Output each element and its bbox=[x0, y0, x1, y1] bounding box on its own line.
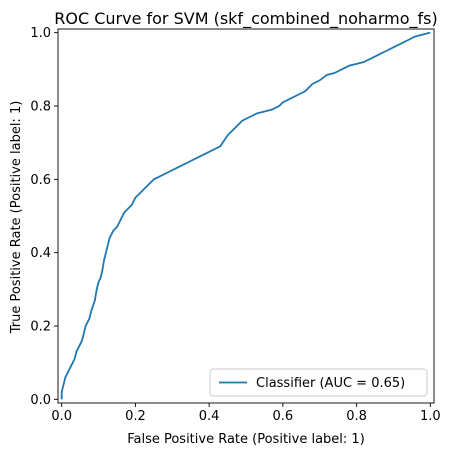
x-axis-ticks: 0.0 0.2 0.4 0.6 0.8 1.0 bbox=[51, 403, 441, 424]
roc-curve-line-0 bbox=[60, 31, 431, 400]
legend-entry-label: Classifier (AUC = 0.65) bbox=[256, 376, 405, 391]
plot-area bbox=[57, 28, 435, 404]
chart-title: ROC Curve for SVM (skf_combined_noharmo_… bbox=[54, 9, 437, 29]
y-tick-label: 0.4 bbox=[30, 246, 51, 261]
y-axis-ticks: 0.0 0.2 0.4 0.6 0.8 1.0 bbox=[30, 26, 58, 408]
x-tick-label: 0.0 bbox=[51, 409, 72, 424]
y-tick-label: 0.6 bbox=[30, 173, 51, 188]
y-axis-label: True Positive Rate (Positive label: 1) bbox=[9, 101, 24, 335]
legend-box bbox=[209, 368, 428, 397]
y-tick-label: 1.0 bbox=[30, 26, 51, 41]
y-tick-label: 0.8 bbox=[30, 100, 51, 115]
y-tick-label: 0.2 bbox=[30, 320, 51, 335]
x-tick-label: 1.0 bbox=[420, 409, 441, 424]
x-tick-label: 0.6 bbox=[273, 409, 294, 424]
x-tick-label: 0.2 bbox=[125, 409, 146, 424]
y-tick-label: 0.0 bbox=[30, 393, 51, 408]
axes-frame bbox=[57, 28, 435, 404]
x-tick-label: 0.4 bbox=[199, 409, 220, 424]
x-tick-label: 0.8 bbox=[346, 409, 367, 424]
x-axis-label: False Positive Rate (Positive label: 1) bbox=[127, 432, 365, 447]
legend: Classifier (AUC = 0.65) bbox=[209, 368, 428, 397]
